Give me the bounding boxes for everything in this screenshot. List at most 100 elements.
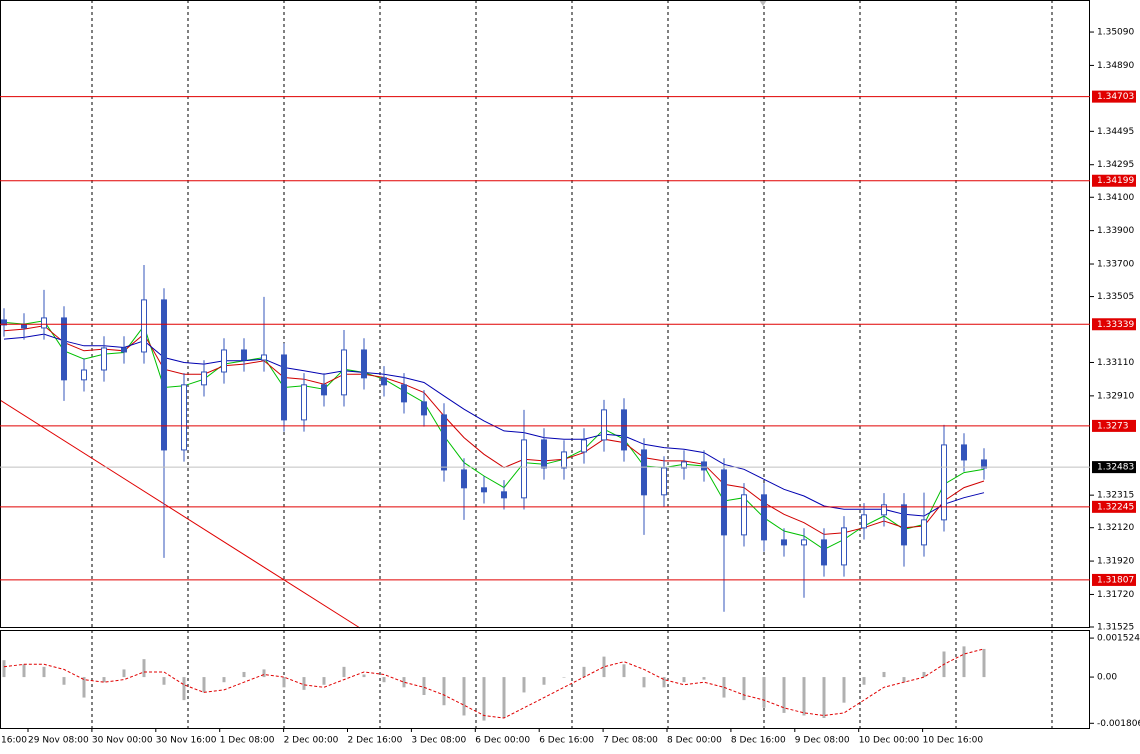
candle-body — [1, 319, 7, 326]
candle-body — [921, 519, 927, 546]
x-tick-label: 6 Dec 00:00 — [475, 736, 530, 746]
candle-body — [521, 439, 527, 499]
candle-body — [181, 384, 187, 451]
macd-bar — [502, 677, 506, 719]
y-tick-label: 1.33900 — [1097, 226, 1134, 236]
candle-body — [281, 354, 287, 421]
macd-bar — [322, 677, 326, 685]
macd-bar — [742, 677, 746, 701]
macd-bar — [582, 666, 586, 678]
candle-body — [481, 487, 487, 493]
candle-body — [541, 439, 547, 469]
macd-bar — [262, 669, 266, 678]
candle-body — [201, 371, 207, 386]
last-price-label: 1.32483 — [1097, 463, 1134, 473]
y-tick-label: 1.32910 — [1097, 391, 1134, 401]
candle-body — [341, 349, 347, 396]
candle-body — [861, 514, 867, 529]
x-tick-label: 30 Nov 16:00 — [156, 736, 217, 746]
trend-line — [0, 399, 361, 629]
macd-bar — [842, 677, 846, 703]
x-tick-label: 1 Dec 08:00 — [220, 736, 275, 746]
macd-bar — [182, 677, 186, 701]
macd-bar — [282, 677, 286, 688]
candle-body — [701, 461, 707, 471]
y-tick-label: 1.32315 — [1097, 491, 1134, 501]
level-tag — [1092, 318, 1136, 331]
y-tick-label: 1.33110 — [1097, 358, 1134, 368]
macd-bar — [402, 677, 406, 688]
x-tick-label: 8 Dec 00:00 — [667, 736, 722, 746]
macd-panel-frame — [0, 630, 1090, 729]
y-tick-label: 1.33505 — [1097, 292, 1134, 302]
x-tick-label: 30 Nov 00:00 — [92, 736, 153, 746]
candle-body — [401, 384, 407, 403]
y-tick-label: 0.00 — [1097, 673, 1117, 683]
macd-bar — [922, 671, 926, 678]
level-tag — [1092, 419, 1136, 432]
macd-bar — [802, 677, 806, 716]
candle-body — [101, 347, 107, 371]
candle-body — [601, 409, 607, 441]
level-label: 1.32245 — [1097, 502, 1134, 512]
level-label: 1.34199 — [1097, 176, 1134, 186]
macd-bar — [122, 669, 126, 678]
candle-body — [81, 369, 87, 381]
macd-bar — [202, 677, 206, 693]
candle-body — [141, 299, 147, 353]
candle-body — [561, 451, 567, 469]
macd-bar — [162, 677, 166, 685]
candle-body — [801, 539, 807, 546]
macd-bar — [2, 660, 6, 678]
candle-body — [441, 414, 447, 471]
macd-bar — [862, 677, 866, 685]
candle-body — [421, 401, 427, 416]
x-tick-label: 10 Dec 16:00 — [923, 736, 984, 746]
x-tick-label: 16:00 — [1, 736, 27, 746]
candle-body — [121, 347, 127, 353]
macd-signal — [3, 648, 985, 719]
y-tick-label: 1.34295 — [1097, 160, 1134, 170]
y-tick-label: 1.32120 — [1097, 523, 1134, 533]
x-tick-label: 6 Dec 16:00 — [539, 736, 594, 746]
y-tick-label: 1.33700 — [1097, 260, 1134, 270]
macd-bar — [302, 677, 306, 690]
macd-bar — [642, 677, 646, 688]
x-tick-label: 8 Dec 16:00 — [731, 736, 786, 746]
macd-bar — [602, 656, 606, 678]
macd-bar — [82, 677, 86, 698]
scroll-marker — [759, 0, 767, 6]
level-label: 1.33339 — [1097, 320, 1134, 330]
candle-body — [361, 349, 367, 379]
candle-body — [901, 504, 907, 546]
candle-body — [641, 449, 647, 496]
macd-bar — [962, 646, 966, 678]
macd-bar — [342, 666, 346, 678]
x-tick-label: 3 Dec 08:00 — [411, 736, 466, 746]
level-tag — [1092, 573, 1136, 586]
level-label: 1.34703 — [1097, 92, 1134, 102]
candle-body — [621, 409, 627, 451]
macd-bar — [222, 677, 226, 683]
macd-bar — [662, 677, 666, 688]
level-label: 1.31807 — [1097, 575, 1134, 585]
candle-body — [21, 324, 27, 329]
x-tick-label: 10 Dec 00:00 — [859, 736, 920, 746]
macd-bar — [22, 664, 26, 678]
macd-bar — [422, 677, 426, 695]
macd-bar — [382, 677, 386, 683]
candle-body — [681, 461, 687, 469]
candle-body — [61, 317, 67, 381]
y-tick-label: -0.001806 — [1097, 719, 1140, 729]
y-tick-label: 0.001524 — [1097, 634, 1140, 644]
macd-bar — [622, 664, 626, 678]
candle-body — [161, 299, 167, 451]
macd-bar — [362, 674, 366, 678]
candle-body — [321, 384, 327, 396]
macd-bar — [442, 677, 446, 706]
candle-body — [981, 459, 987, 469]
time-grid — [91, 0, 1053, 728]
y-tick-label: 1.35090 — [1097, 28, 1134, 38]
macd-bar — [542, 677, 546, 685]
